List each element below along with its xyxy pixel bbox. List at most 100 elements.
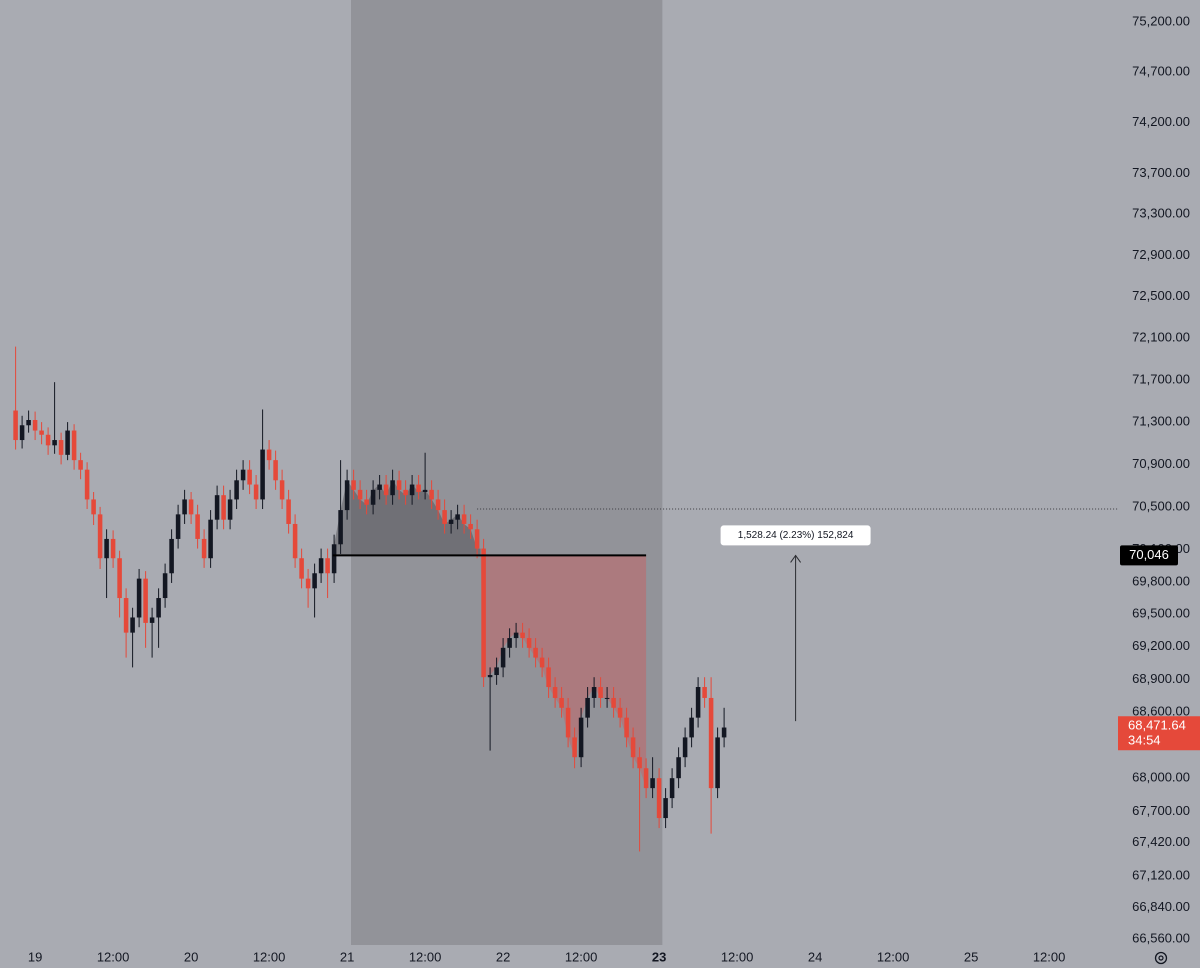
- candle-body: [572, 737, 577, 758]
- candle-body: [526, 638, 532, 648]
- candle-body: [715, 737, 720, 789]
- gain-area: [332, 480, 481, 556]
- settings-icon-ring[interactable]: [1154, 951, 1168, 965]
- candle-body: [351, 480, 356, 490]
- y-tick-label: 68,600.00: [1132, 704, 1190, 719]
- y-tick-label: 72,100.00: [1132, 330, 1190, 345]
- candle-body: [221, 495, 226, 520]
- candle-body: [364, 499, 369, 505]
- candle-body: [344, 480, 350, 511]
- candle-body: [513, 632, 519, 639]
- candle-body: [520, 632, 525, 639]
- candle-body: [201, 538, 207, 559]
- candle-body: [721, 727, 727, 738]
- settings-icon[interactable]: [1154, 951, 1168, 965]
- candle-body: [539, 657, 545, 668]
- candle-body: [325, 558, 330, 574]
- candle-body: [97, 514, 103, 559]
- candle-body: [247, 469, 252, 485]
- level-tag: [1120, 545, 1178, 566]
- candle-body: [429, 489, 434, 500]
- candle-body: [643, 768, 649, 789]
- candle-body: [637, 757, 642, 769]
- y-tick-label: 66,840.00: [1132, 899, 1190, 914]
- x-tick-label: 19: [28, 949, 42, 964]
- x-tick-label: 23: [652, 949, 666, 964]
- x-tick-label: 12:00: [253, 949, 286, 964]
- y-tick-label: 66,560.00: [1132, 930, 1190, 945]
- candle-body: [611, 697, 616, 708]
- y-tick-label: 67,700.00: [1132, 803, 1190, 818]
- candle-body: [130, 617, 135, 633]
- candle-body: [208, 519, 213, 559]
- x-tick-label: 12:00: [877, 949, 910, 964]
- candle-body: [370, 489, 376, 505]
- candle-body: [117, 558, 122, 599]
- measure-label: 1,528.24 (2.23%) 152,824: [738, 530, 854, 541]
- candle-body: [591, 687, 597, 698]
- candle-body: [58, 440, 64, 455]
- candle-body: [455, 514, 460, 520]
- candle-body: [650, 778, 655, 789]
- x-tick-label: 12:00: [1033, 949, 1066, 964]
- candle-body: [214, 495, 220, 520]
- candle-body: [312, 573, 317, 589]
- candle-body: [52, 440, 57, 446]
- candle-body: [604, 697, 610, 699]
- y-tick-label: 71,300.00: [1132, 414, 1190, 429]
- candle-body: [461, 514, 467, 524]
- candle-body: [507, 638, 512, 648]
- x-tick-label: 12:00: [721, 949, 754, 964]
- y-tick-label: 69,200.00: [1132, 638, 1190, 653]
- y-tick-label: 71,700.00: [1132, 372, 1190, 387]
- candle-body: [45, 434, 51, 446]
- candle-body: [533, 647, 538, 658]
- candle-body: [585, 697, 590, 718]
- settings-icon-core[interactable]: [1158, 955, 1164, 961]
- candle-body: [676, 757, 681, 779]
- candle-body: [286, 499, 291, 524]
- candle-body: [656, 778, 662, 819]
- candle-body: [234, 480, 239, 500]
- candle-body: [442, 510, 447, 524]
- candle-body: [136, 578, 142, 618]
- candle-body: [182, 499, 187, 515]
- candle-body: [26, 420, 31, 426]
- candle-body: [279, 480, 285, 500]
- y-tick-label: 69,800.00: [1132, 573, 1190, 588]
- candle-body: [559, 697, 564, 708]
- x-tick-label: 20: [184, 949, 198, 964]
- candle-body: [32, 420, 38, 431]
- y-tick-label: 72,500.00: [1132, 288, 1190, 303]
- candle-body: [682, 737, 688, 758]
- y-tick-label: 70,900.00: [1132, 456, 1190, 471]
- candle-body: [383, 484, 389, 496]
- candle-body: [416, 484, 421, 492]
- candle-body: [669, 778, 675, 799]
- candle-body: [396, 480, 402, 490]
- candle-body: [156, 598, 161, 618]
- candle-body: [565, 707, 571, 738]
- measure-arrow-head: [790, 554, 802, 563]
- candle-body: [468, 523, 473, 530]
- candle-body: [110, 538, 116, 559]
- y-tick-label: 68,000.00: [1132, 770, 1190, 785]
- x-tick-label: 25: [964, 949, 978, 964]
- candle-body: [390, 480, 395, 496]
- candle-body: [149, 617, 155, 623]
- candle-body: [188, 499, 194, 515]
- candle-body: [617, 707, 623, 718]
- y-tick-label: 73,700.00: [1132, 165, 1190, 180]
- candle-body: [708, 697, 714, 789]
- candle-body: [84, 469, 90, 500]
- candle-body: [305, 578, 311, 589]
- candle-body: [260, 449, 265, 500]
- x-tick-label: 12:00: [97, 949, 130, 964]
- last-price-label: 68,471.64: [1128, 718, 1186, 733]
- candle-body: [663, 798, 668, 819]
- candle-body: [292, 523, 298, 559]
- candle-body: [169, 538, 174, 574]
- candle-body: [91, 499, 96, 515]
- candle-body: [331, 544, 337, 574]
